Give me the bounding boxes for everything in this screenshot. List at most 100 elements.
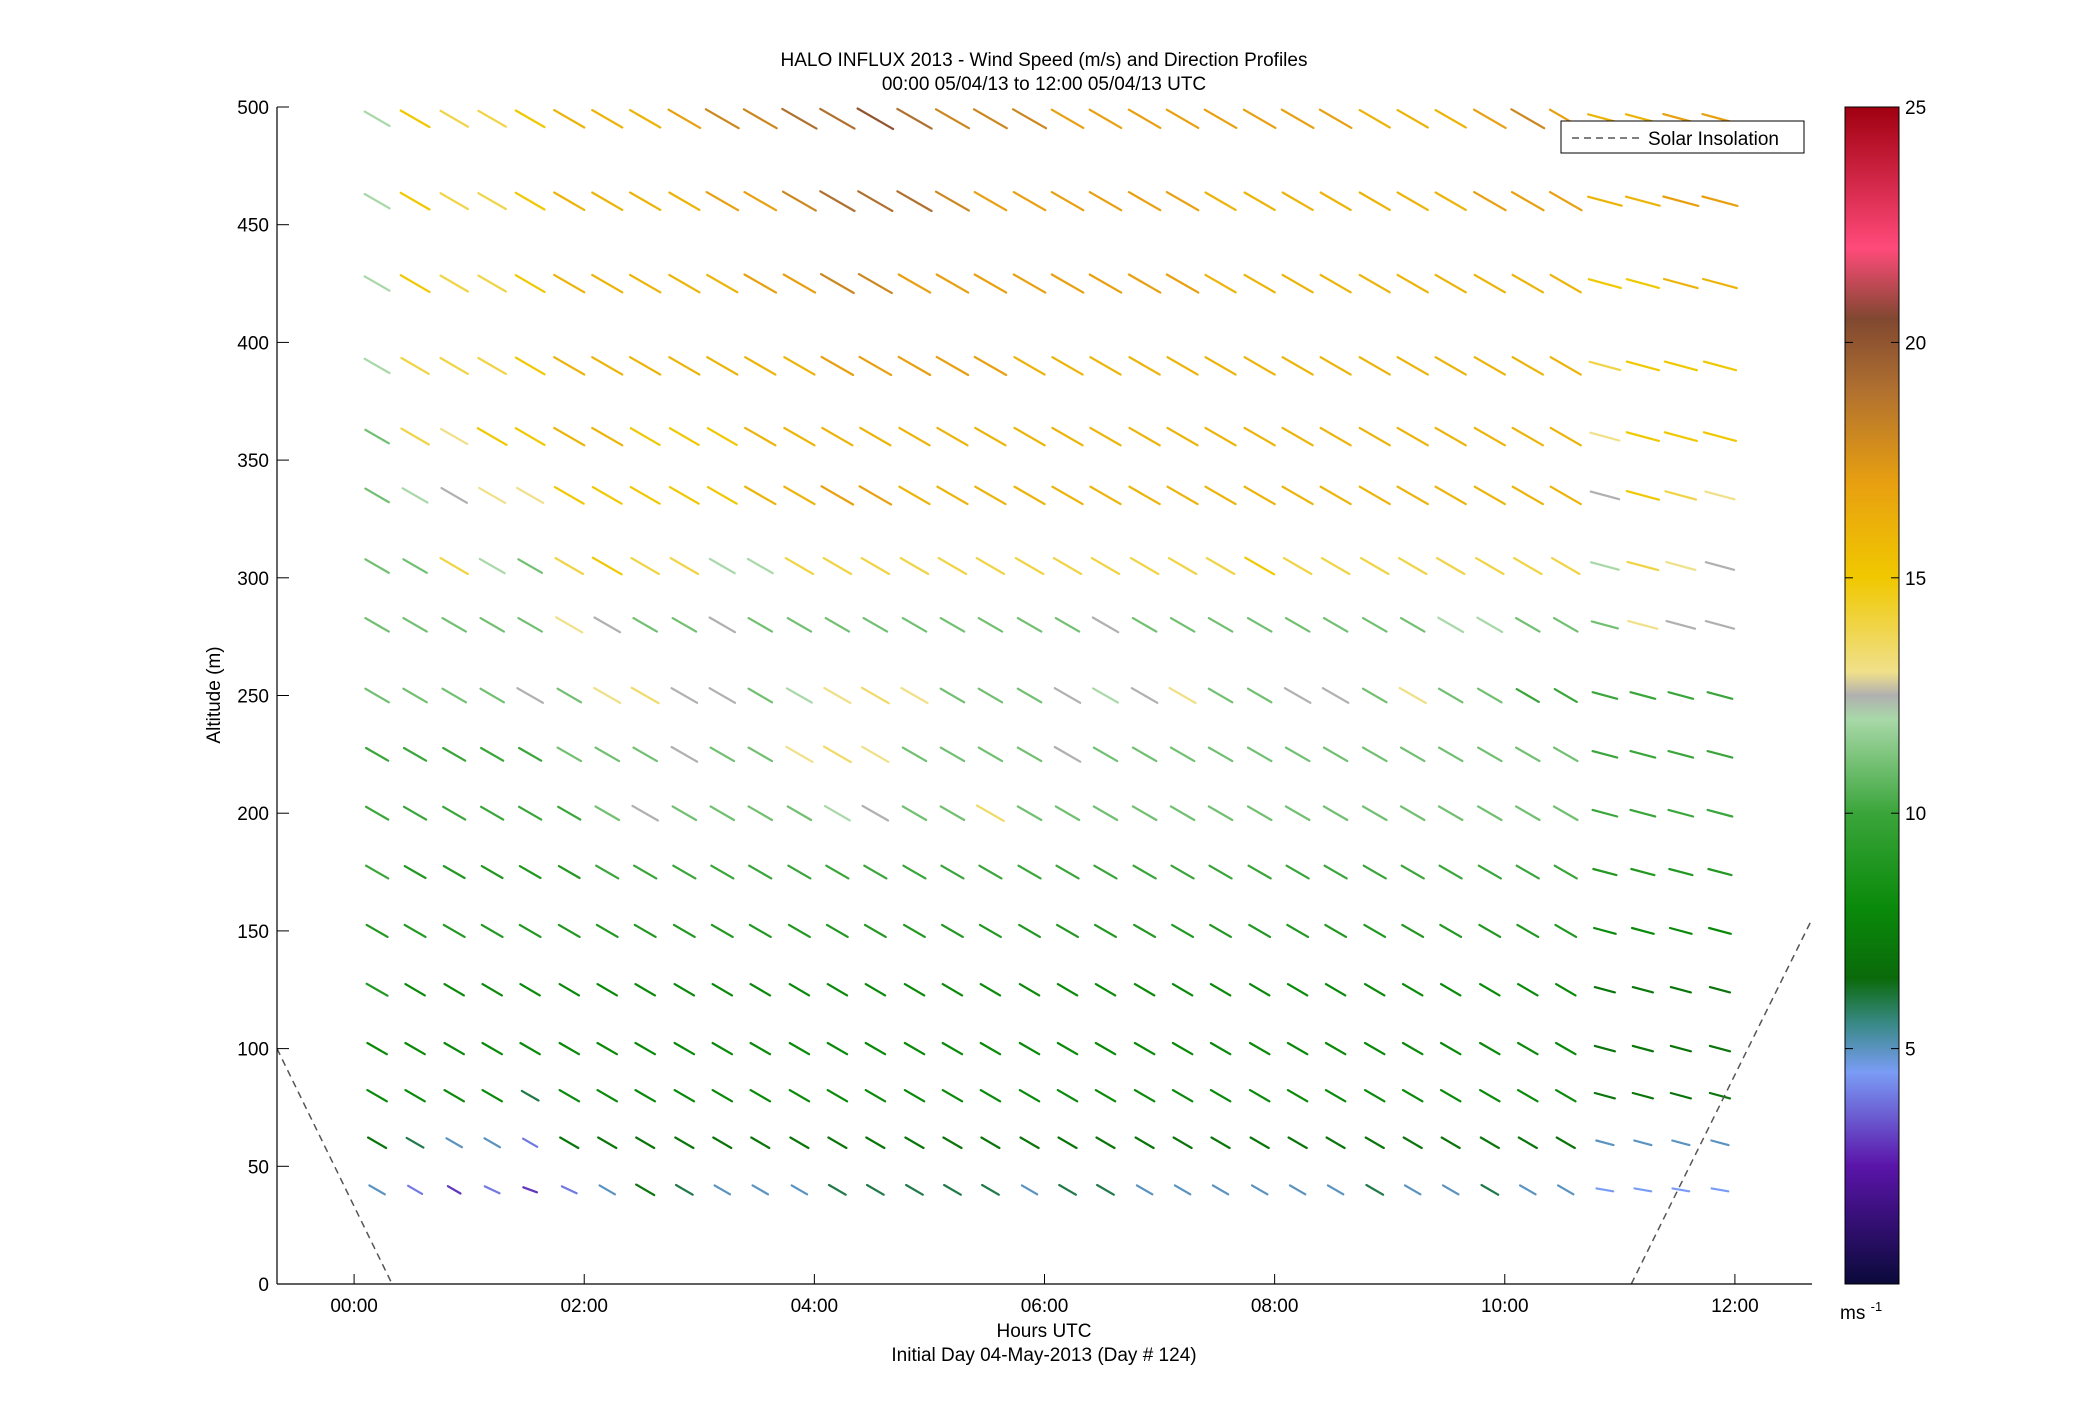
- wind-vector: [858, 355, 893, 377]
- wind-vector: [823, 686, 852, 705]
- wind-vector: [1127, 108, 1162, 130]
- wind-vector: [1055, 864, 1080, 880]
- wind-vector: [1588, 360, 1622, 372]
- wind-vector: [633, 864, 658, 880]
- wind-vector: [1055, 923, 1080, 939]
- wind-vector: [1397, 556, 1428, 576]
- wind-vector: [1089, 485, 1122, 506]
- wind-vector: [904, 1183, 924, 1196]
- wind-vector: [515, 486, 545, 504]
- wind-vector: [1286, 982, 1309, 997]
- wind-vector: [711, 1088, 734, 1103]
- wind-vector: [1662, 195, 1700, 207]
- wind-vector: [904, 1136, 925, 1150]
- wind-vector: [781, 190, 817, 212]
- wind-vector: [674, 1183, 694, 1196]
- wind-vector: [1319, 356, 1352, 376]
- wind-vector: [366, 1041, 388, 1056]
- wind-vector: [363, 357, 391, 375]
- wind-vector: [822, 745, 852, 764]
- wind-vector: [1017, 864, 1042, 880]
- wind-vector: [1171, 1041, 1194, 1056]
- wind-vector: [1247, 864, 1272, 880]
- wind-vector: [903, 1041, 926, 1056]
- wind-vector: [1434, 356, 1467, 376]
- wind-vector: [1094, 982, 1117, 997]
- wind-vector: [1627, 619, 1659, 630]
- wind-vector: [862, 616, 889, 633]
- wind-vector: [937, 556, 968, 576]
- wind-vector: [1324, 1088, 1347, 1103]
- wind-vector: [1051, 356, 1084, 376]
- wind-vector: [1131, 746, 1158, 763]
- wind-vector: [591, 356, 624, 376]
- wind-vector: [635, 1183, 656, 1197]
- wind-vector: [1243, 273, 1276, 294]
- wind-vector: [514, 356, 546, 376]
- wind-vector: [1361, 687, 1388, 704]
- wind-vector: [1592, 926, 1617, 935]
- wind-vector: [628, 191, 662, 211]
- wind-vector: [1516, 982, 1539, 997]
- wind-vector: [897, 355, 932, 377]
- colorbar-unit-label: ms -1: [1840, 1299, 1882, 1324]
- wind-vector: [712, 1136, 733, 1150]
- wind-vector: [1016, 616, 1043, 633]
- legend-entry-solar-insolation: Solar Insolation: [1648, 129, 1779, 150]
- wind-vector: [557, 864, 581, 880]
- wind-vector: [820, 485, 855, 506]
- wind-vector: [514, 191, 546, 211]
- wind-vector: [593, 616, 622, 634]
- wind-vector: [674, 1136, 695, 1150]
- wind-vector: [787, 864, 812, 880]
- wind-vector: [1552, 746, 1579, 763]
- wind-vector: [591, 108, 624, 129]
- wind-vector: [364, 616, 390, 633]
- wind-vector: [1396, 356, 1429, 376]
- wind-vector: [979, 1088, 1002, 1103]
- wind-vector: [1516, 1041, 1539, 1056]
- wind-vector: [826, 1088, 849, 1103]
- wind-vector: [553, 356, 586, 376]
- wind-vector: [481, 1088, 503, 1103]
- wind-vector: [1168, 686, 1197, 705]
- wind-vector: [1248, 982, 1271, 997]
- wind-vector: [672, 923, 696, 939]
- wind-vector: [1665, 619, 1697, 630]
- x-tick-label: 08:00: [1251, 1296, 1299, 1317]
- wind-vector: [558, 1041, 581, 1056]
- y-tick-label: 50: [248, 1157, 269, 1178]
- wind-vector: [1472, 191, 1507, 212]
- wind-vector: [446, 1185, 462, 1195]
- wind-vector: [902, 923, 926, 939]
- wind-vector: [973, 191, 1008, 212]
- wind-vector: [1478, 923, 1502, 939]
- wind-vector: [591, 191, 624, 211]
- wind-vector: [1476, 746, 1503, 763]
- wind-vector: [1476, 805, 1503, 822]
- wind-vector: [1282, 556, 1313, 576]
- wind-vector: [1088, 108, 1123, 130]
- wind-vector: [560, 1185, 578, 1195]
- wind-vector: [706, 486, 738, 505]
- x-tick-label: 12:00: [1711, 1296, 1759, 1317]
- wind-vector: [1667, 808, 1695, 818]
- wind-vector: [439, 274, 469, 293]
- wind-vector: [1510, 108, 1546, 130]
- wind-vector: [1633, 1139, 1653, 1147]
- wind-vector: [367, 1136, 388, 1150]
- wind-vector: [709, 746, 736, 763]
- wind-vector: [1473, 426, 1507, 447]
- wind-vector: [1322, 746, 1349, 763]
- wind-vector: [863, 923, 887, 939]
- wind-vector: [402, 616, 428, 633]
- wind-vector: [751, 1184, 770, 1196]
- x-tick-label: 04:00: [791, 1296, 839, 1317]
- wind-vector: [1209, 982, 1232, 997]
- wind-vector: [1476, 687, 1503, 704]
- wind-vector: [898, 485, 931, 506]
- wind-vector: [1243, 191, 1276, 211]
- wind-vector: [364, 687, 390, 704]
- wind-vector: [1324, 982, 1347, 997]
- wind-vector: [480, 746, 505, 762]
